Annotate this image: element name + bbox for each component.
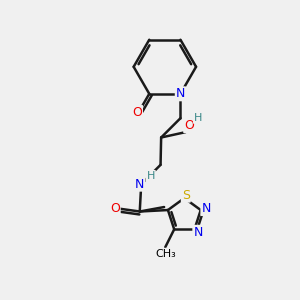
Text: O: O bbox=[184, 119, 194, 132]
Text: S: S bbox=[182, 189, 190, 202]
Text: N: N bbox=[201, 202, 211, 215]
Text: O: O bbox=[132, 106, 142, 119]
Text: N: N bbox=[176, 87, 185, 100]
Text: CH₃: CH₃ bbox=[155, 249, 176, 259]
Text: N: N bbox=[193, 226, 203, 239]
Text: O: O bbox=[110, 202, 120, 215]
Text: H: H bbox=[147, 171, 155, 181]
Text: H: H bbox=[194, 113, 202, 123]
Text: N: N bbox=[135, 178, 144, 191]
